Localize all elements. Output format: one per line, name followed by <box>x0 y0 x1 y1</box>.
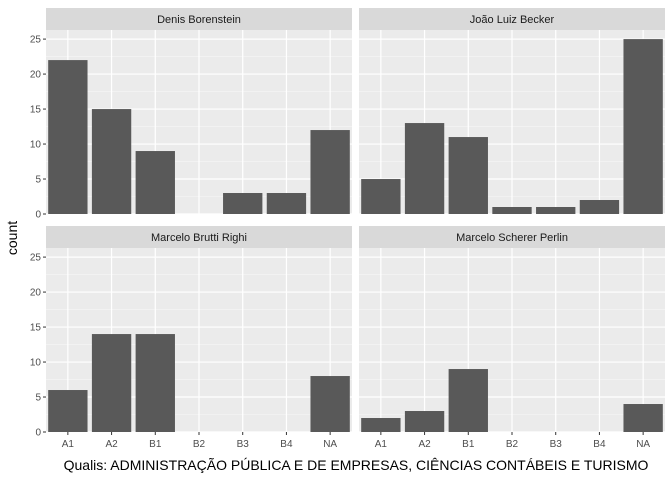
bar <box>623 39 663 214</box>
bar <box>91 109 132 214</box>
bar <box>266 193 307 214</box>
bar <box>135 334 175 432</box>
x-tick-label: A2 <box>418 439 431 450</box>
x-tick-label: NA <box>636 439 650 450</box>
bar <box>48 60 88 214</box>
y-tick-label: 20 <box>30 288 42 299</box>
facet-strip <box>46 8 352 30</box>
bar <box>448 137 488 214</box>
y-tick-label: 10 <box>30 140 42 151</box>
bar <box>223 193 263 214</box>
x-tick-label: A2 <box>105 439 118 450</box>
x-axis-title: Qualis: ADMINISTRAÇÃO PÚBLICA E DE EMPRE… <box>64 457 649 473</box>
facet-panel: Denis Borenstein 0 5 10 15 20 25 <box>30 8 352 221</box>
y-axis-title: count <box>4 221 20 255</box>
y-tick-label: 0 <box>35 210 41 221</box>
bar <box>361 418 401 432</box>
x-tick-label: A1 <box>62 439 75 450</box>
bar <box>492 207 532 214</box>
facet-strip-label: Marcelo Scherer Perlin <box>456 232 568 244</box>
facet-panel: Marcelo Brutti Righi 0 5 10 15 20 25 A1 A2 B1 B2 B3… <box>30 226 352 450</box>
facet-strip-label: Marcelo Brutti Righi <box>151 232 247 244</box>
facet-strip <box>46 226 352 248</box>
x-tick-label: B4 <box>280 439 293 450</box>
facet-strip-label: João Luiz Becker <box>470 14 555 26</box>
x-tick-label: B2 <box>506 439 519 450</box>
facet-panel: Marcelo Scherer Perlin A1 A2 B1 B2 B3 B4 NA <box>359 226 665 450</box>
bar <box>361 179 401 214</box>
bar <box>310 130 350 214</box>
y-tick-label: 5 <box>35 175 41 186</box>
bar <box>135 151 175 214</box>
panels-layer: Denis Borenstein 0 5 10 15 20 25 João Luiz Beck… <box>30 8 665 450</box>
x-tick-label: NA <box>323 439 337 450</box>
y-tick-label: 5 <box>35 393 41 404</box>
facet-strip <box>359 8 665 30</box>
x-tick-label: B1 <box>462 439 475 450</box>
x-tick-label: B1 <box>149 439 162 450</box>
bar <box>404 123 445 214</box>
y-tick-label: 0 <box>35 428 41 439</box>
bar <box>448 369 488 432</box>
bar <box>404 411 445 432</box>
y-tick-label: 10 <box>30 358 42 369</box>
y-tick-label: 25 <box>30 253 42 264</box>
bar <box>623 404 663 432</box>
y-tick-label: 20 <box>30 70 42 81</box>
x-tick-label: B3 <box>237 439 250 450</box>
bar <box>91 334 132 432</box>
x-tick-label: B2 <box>193 439 206 450</box>
facet-panel: João Luiz Becker <box>359 8 665 215</box>
y-tick-label: 15 <box>30 323 42 334</box>
facet-strip-label: Denis Borenstein <box>157 14 241 26</box>
bar <box>310 376 350 432</box>
y-tick-label: 15 <box>30 105 42 116</box>
x-tick-label: B4 <box>593 439 606 450</box>
bar <box>536 207 576 214</box>
bar <box>579 200 620 214</box>
x-tick-label: B3 <box>550 439 563 450</box>
y-tick-label: 25 <box>30 35 42 46</box>
bar <box>48 390 88 432</box>
x-tick-label: A1 <box>375 439 388 450</box>
facet-strip <box>359 226 665 248</box>
